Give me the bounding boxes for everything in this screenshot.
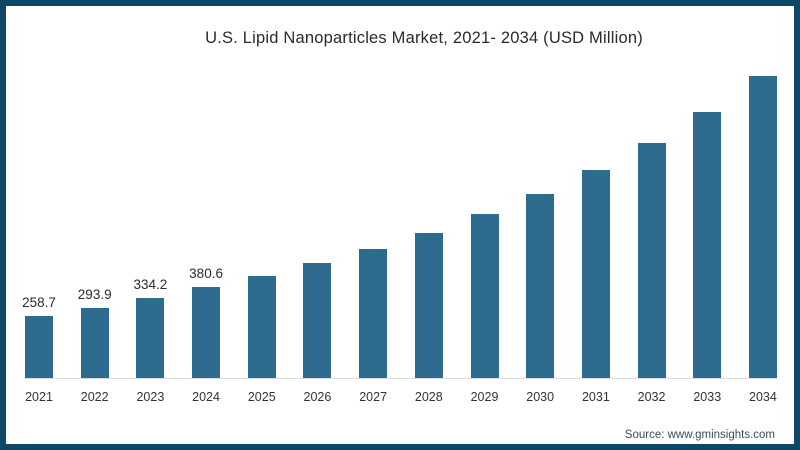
bar-column-2032 [637,48,666,378]
bar-column-2022: 293.9 [77,48,112,378]
chart-title: U.S. Lipid Nanoparticles Market, 2021- 2… [205,29,643,47]
x-axis-label-2034: 2034 [749,390,777,404]
bar-2025 [247,275,276,378]
bar-column-2027 [359,48,388,378]
bar-value-label: 293.9 [77,286,112,302]
bar-column-2031 [581,48,610,378]
bar-column-2024: 380.6 [189,48,223,378]
bar-column-2033 [693,48,722,378]
bar-2031 [581,170,610,378]
bar-2027 [359,248,388,378]
bar-column-2026 [303,48,332,378]
x-axis-label-2029: 2029 [470,390,499,404]
x-axis-label-2022: 2022 [80,390,109,404]
x-axis-label-2024: 2024 [192,390,220,404]
bar-2022 [80,307,109,378]
x-axis: 2021 2022 2023 2024 2025 2026 2027 2028 2029 2030… [25,390,777,404]
x-axis-label-2030: 2030 [526,390,555,404]
bar-2026 [303,263,332,378]
bar-2030 [526,193,555,378]
x-axis-label-2021: 2021 [25,390,53,404]
bar-2032 [637,142,666,378]
x-axis-label-2033: 2033 [693,390,722,404]
x-axis-label-2026: 2026 [303,390,332,404]
bar-column-2029 [470,48,499,378]
bar-value-label: 334.2 [133,277,168,293]
bar-column-2028 [414,48,443,378]
x-axis-label-2031: 2031 [581,390,610,404]
bar-2021 [25,316,53,378]
bar-column-2034 [748,48,777,378]
source-attribution: Source: www.gminsights.com [624,429,775,441]
bar-2034 [748,76,777,378]
bar-2023 [136,298,165,378]
x-axis-label-2027: 2027 [359,390,388,404]
x-axis-label-2025: 2025 [247,390,276,404]
x-axis-label-2032: 2032 [637,390,666,404]
bar-2033 [693,111,722,378]
bar-2029 [470,214,499,378]
bar-column-2023: 334.2 [133,48,168,378]
x-axis-label-2023: 2023 [136,390,165,404]
bar-2024 [192,287,221,378]
bar-value-label: 258.7 [22,295,56,311]
bar-column-2025 [247,48,276,378]
bar-column-2030 [526,48,555,378]
bar-value-label: 380.6 [189,266,223,281]
x-axis-label-2028: 2028 [414,390,443,404]
bar-column-2021: 258.7 [22,48,56,378]
plot-area: 258.7 293.9 334.2 380.6 [22,48,777,379]
bar-2028 [414,232,443,378]
